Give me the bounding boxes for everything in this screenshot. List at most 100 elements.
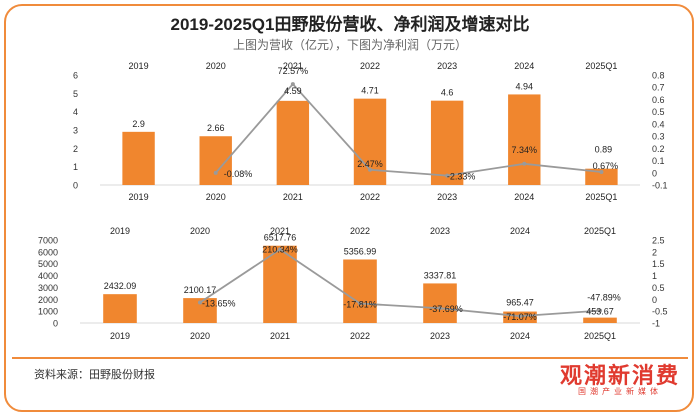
x-category-top-1: 2024 (514, 61, 534, 71)
growth-line-2 (199, 248, 601, 318)
y-tick-left-1: 1 (73, 162, 78, 172)
brand-logo-sub: 国潮产业新媒体 (578, 387, 662, 396)
x-category-bottom-1: 2020 (206, 192, 226, 202)
y-tick-left-1: 2 (73, 144, 78, 154)
y-tick-right-1: 0.6 (652, 95, 665, 105)
bar-value-label-1: 2.66 (207, 123, 225, 133)
growth-line-1 (215, 82, 602, 177)
bar-value-label-2: 453.67 (586, 307, 614, 317)
x-category-top-1: 2022 (360, 61, 380, 71)
growth-point-2 (598, 308, 602, 313)
x-category-bottom-1: 2019 (129, 192, 149, 202)
growth-value-label-2: -17.81% (343, 300, 377, 310)
x-category-bottom-1: 2023 (437, 192, 457, 202)
y-tick-right-1: 0.3 (652, 132, 665, 142)
bar-value-label-2: 2432.09 (104, 281, 137, 291)
x-category-bottom-2: 2020 (190, 331, 210, 341)
growth-point-2 (278, 247, 282, 252)
y-tick-right-2: 0 (652, 295, 657, 305)
bar-value-label-1: 0.89 (595, 145, 613, 155)
growth-value-label-2: 210.34% (262, 244, 298, 254)
growth-value-label-1: 0.67% (593, 161, 619, 171)
y-tick-right-1: 0.2 (652, 144, 665, 154)
x-category-bottom-1: 2022 (360, 192, 380, 202)
x-category-bottom-1: 2021 (283, 192, 303, 202)
x-category-top-2: 2020 (190, 226, 210, 236)
x-category-top-2: 2021 (270, 226, 290, 236)
x-category-bottom-1: 2024 (514, 192, 534, 202)
growth-point-1 (445, 173, 450, 178)
x-category-top-2: 2023 (430, 226, 450, 236)
footer-divider (12, 357, 688, 359)
y-tick-right-2: 1.5 (652, 259, 665, 269)
growth-point-2 (358, 301, 362, 306)
growth-point-1 (368, 167, 372, 172)
y-tick-left-2: 6000 (38, 247, 58, 257)
y-tick-left-1: 6 (73, 71, 78, 81)
y-tick-right-1: -0.1 (652, 181, 668, 191)
y-tick-right-1: 0.5 (652, 107, 665, 117)
y-tick-right-1: 0.1 (652, 156, 665, 166)
x-category-top-1: 2019 (129, 61, 149, 71)
y-tick-left-2: 3000 (38, 283, 58, 293)
y-tick-left-2: 4000 (38, 271, 58, 281)
source-note: 资料来源：田野股份财报 (34, 369, 155, 381)
bar-1 (353, 98, 387, 185)
y-tick-left-1: 0 (73, 181, 78, 191)
y-tick-left-2: 1000 (38, 307, 58, 317)
y-tick-left-1: 4 (73, 107, 78, 117)
growth-point-1 (522, 161, 527, 166)
bar-value-label-2: 3337.81 (424, 270, 457, 280)
bar-2 (263, 245, 297, 323)
x-category-bottom-2: 2023 (430, 331, 450, 341)
y-tick-right-1: 0 (652, 168, 657, 178)
y-tick-right-1: 0.8 (652, 71, 665, 81)
y-tick-right-1: 0.4 (652, 119, 665, 129)
growth-point-2 (438, 306, 442, 311)
bar-2 (423, 283, 457, 323)
bar-value-label-2: 2100.17 (184, 285, 217, 295)
y-tick-right-2: -1 (652, 319, 660, 329)
x-category-top-2: 2022 (350, 226, 370, 236)
growth-value-label-1: 72.57% (278, 66, 309, 76)
page-subtitle: 上图为营收（亿元），下图为净利润（万元） (232, 38, 467, 52)
growth-value-label-1: -0.08% (224, 169, 253, 179)
y-tick-right-2: 2.5 (652, 236, 665, 246)
bar-value-label-1: 4.71 (361, 86, 379, 96)
y-tick-right-2: 2 (652, 247, 657, 257)
y-tick-left-2: 5000 (38, 259, 58, 269)
x-category-top-2: 2024 (510, 226, 530, 236)
bar-value-label-2: 5356.99 (344, 246, 377, 256)
page-title: 2019-2025Q1田野股份营收、净利润及增速对比 (170, 15, 530, 34)
y-tick-right-2: -0.5 (652, 307, 668, 317)
bar-1 (585, 168, 618, 185)
growth-point-1 (290, 82, 295, 87)
x-category-bottom-2: 2021 (270, 331, 290, 341)
growth-value-label-2: -71.07% (503, 312, 537, 322)
x-category-bottom-2: 2022 (350, 331, 370, 341)
bar-value-label-2: 965.47 (506, 298, 534, 308)
x-category-top-1: 2025Q1 (585, 61, 617, 71)
growth-value-label-1: 7.34% (512, 145, 538, 155)
growth-value-label-1: 2.47% (357, 159, 383, 169)
x-category-bottom-2: 2025Q1 (584, 331, 616, 341)
bar-2 (103, 294, 137, 323)
growth-value-label-2: -13.65% (202, 299, 236, 309)
x-category-bottom-1: 2025Q1 (585, 192, 617, 202)
y-tick-left-2: 7000 (38, 236, 58, 246)
y-tick-left-2: 0 (53, 319, 58, 329)
x-category-top-2: 2019 (110, 226, 130, 236)
bar-value-label-1: 4.94 (516, 81, 534, 91)
bar-1 (276, 100, 310, 185)
bar-2 (583, 317, 617, 323)
growth-point-1 (213, 170, 218, 175)
bar-value-label-2: 6517.76 (264, 233, 297, 243)
bar-1 (508, 94, 541, 185)
y-tick-right-2: 1 (652, 271, 657, 281)
y-tick-left-1: 5 (73, 89, 78, 99)
x-category-top-1: 2023 (437, 61, 457, 71)
card-frame (4, 4, 694, 412)
growth-value-label-2: -37.69% (429, 304, 463, 314)
bar-2 (343, 259, 377, 323)
